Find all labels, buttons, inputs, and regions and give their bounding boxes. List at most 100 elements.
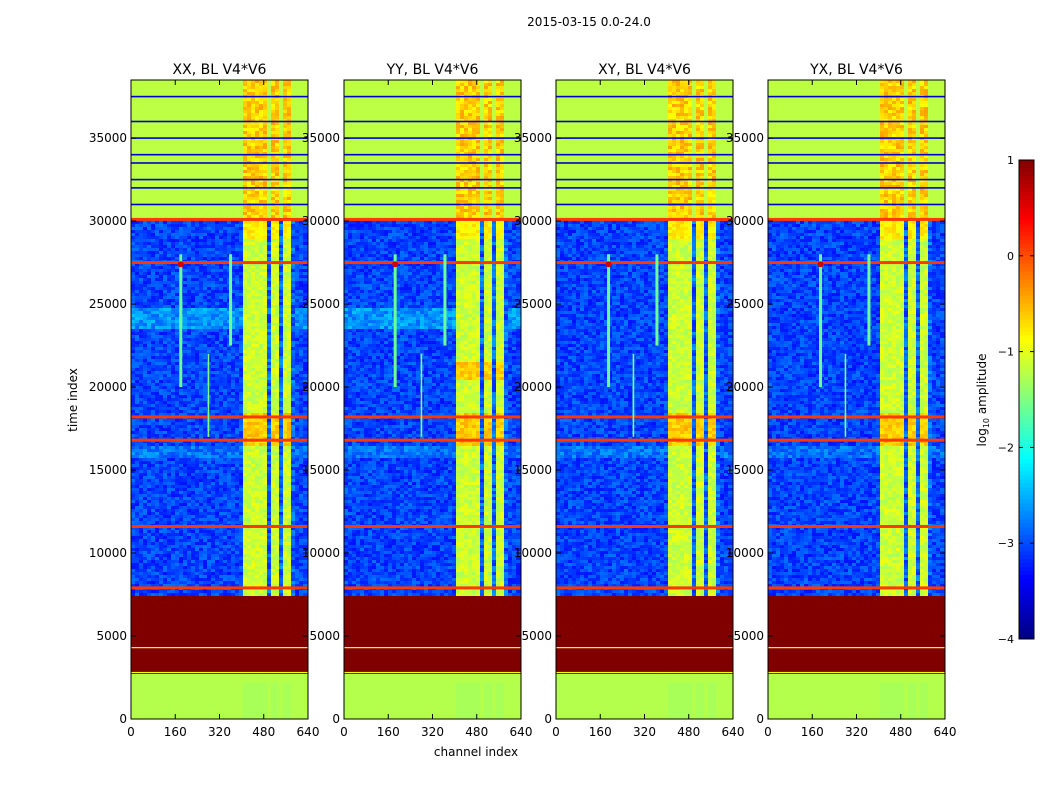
- heatmap-cell: [195, 146, 200, 150]
- heatmap-cell: [171, 113, 176, 117]
- heatmap-cell: [259, 155, 264, 159]
- heatmap-cell: [303, 116, 308, 120]
- heatmap-cell: [243, 80, 248, 84]
- heatmap-cell: [171, 92, 176, 96]
- heatmap-cell: [163, 110, 168, 114]
- heatmap-cell: [283, 110, 288, 114]
- heatmap-cell: [223, 131, 228, 135]
- heatmap-cell: [175, 98, 180, 102]
- heatmap-cell: [131, 158, 136, 162]
- heatmap-cell: [267, 104, 272, 108]
- heatmap-cell: [295, 92, 300, 96]
- heatmap-cell: [171, 125, 176, 129]
- heatmap-cell: [247, 110, 252, 114]
- heatmap-cell: [147, 146, 152, 150]
- heatmap-cell: [279, 89, 284, 93]
- heatmap-cell: [199, 158, 204, 162]
- heatmap-cell: [283, 89, 288, 93]
- heatmap-cell: [147, 92, 152, 96]
- heatmap-cell: [263, 134, 268, 138]
- heatmap-cell: [183, 128, 188, 132]
- heatmap-cell: [299, 107, 304, 111]
- heatmap-cell: [227, 86, 232, 90]
- heatmap-cell: [199, 143, 204, 147]
- heatmap-cell: [179, 131, 184, 135]
- heatmap-cell: [195, 80, 200, 84]
- heatmap-cell: [279, 113, 284, 117]
- heatmap-cell: [191, 128, 196, 132]
- heatmap-cell: [159, 113, 164, 117]
- heatmap-cell: [235, 98, 240, 102]
- heatmap-cell: [151, 107, 156, 111]
- heatmap-cell: [207, 155, 212, 159]
- heatmap-cell: [231, 80, 236, 84]
- heatmap-cell: [143, 143, 148, 147]
- heatmap-cell: [147, 149, 152, 153]
- heatmap-cell: [291, 104, 296, 108]
- heatmap-cell: [131, 164, 136, 168]
- heatmap-cell: [223, 89, 228, 93]
- heatmap-cell: [275, 149, 280, 153]
- heatmap-cell: [255, 128, 260, 132]
- heatmap-cell: [159, 146, 164, 150]
- heatmap-cell: [239, 113, 244, 117]
- heatmap-cell: [219, 89, 224, 93]
- heatmap-cell: [275, 101, 280, 105]
- heatmap-cell: [287, 98, 292, 102]
- heatmap-cell: [179, 122, 184, 126]
- heatmap-cell: [139, 89, 144, 93]
- heatmap-cell: [155, 125, 160, 129]
- heatmap-cell: [155, 113, 160, 117]
- heatmap-cell: [271, 134, 276, 138]
- heatmap-cell: [287, 140, 292, 144]
- heatmap-cell: [271, 113, 276, 117]
- heatmap-cell: [231, 155, 236, 159]
- heatmap-cell: [143, 86, 148, 90]
- heatmap-cell: [247, 158, 252, 162]
- heatmap-cell: [191, 143, 196, 147]
- heatmap-cell: [223, 134, 228, 138]
- heatmap-cell: [283, 92, 288, 96]
- heatmap-cell: [251, 83, 256, 87]
- heatmap-cell: [235, 122, 240, 126]
- heatmap-cell: [179, 83, 184, 87]
- heatmap-cell: [131, 110, 136, 114]
- heatmap-cell: [147, 131, 152, 135]
- heatmap-cell: [215, 128, 220, 132]
- heatmap-cell: [139, 104, 144, 108]
- heatmap-cell: [207, 83, 212, 87]
- heatmap-cell: [231, 125, 236, 129]
- heatmap-cell: [243, 92, 248, 96]
- heatmap-cell: [163, 86, 168, 90]
- heatmap-cell: [215, 155, 220, 159]
- heatmap-cell: [291, 146, 296, 150]
- heatmap-cell: [147, 158, 152, 162]
- heatmap-cell: [255, 131, 260, 135]
- heatmap-cell: [143, 122, 148, 126]
- heatmap-cell: [211, 80, 216, 84]
- heatmap-cell: [175, 125, 180, 129]
- heatmap-cell: [267, 110, 272, 114]
- heatmap-cell: [251, 98, 256, 102]
- heatmap-cell: [139, 143, 144, 147]
- heatmap-cell: [195, 143, 200, 147]
- heatmap-cell: [199, 128, 204, 132]
- heatmap-cell: [147, 89, 152, 93]
- heatmap-cell: [191, 98, 196, 102]
- heatmap-cell: [135, 89, 140, 93]
- heatmap-cell: [235, 101, 240, 105]
- heatmap-cell: [207, 134, 212, 138]
- heatmap-cell: [131, 101, 136, 105]
- heatmap-cell: [267, 143, 272, 147]
- heatmap-cell: [155, 83, 160, 87]
- heatmap-cell: [251, 131, 256, 135]
- heatmap-cell: [251, 149, 256, 153]
- heatmap-cell: [271, 125, 276, 129]
- heatmap-cell: [187, 146, 192, 150]
- heatmap-cell: [291, 131, 296, 135]
- heatmap-cell: [163, 158, 168, 162]
- heatmap-cell: [135, 104, 140, 108]
- heatmap-cell: [263, 122, 268, 126]
- heatmap-cell: [143, 113, 148, 117]
- x-axis-label: channel index: [434, 745, 518, 759]
